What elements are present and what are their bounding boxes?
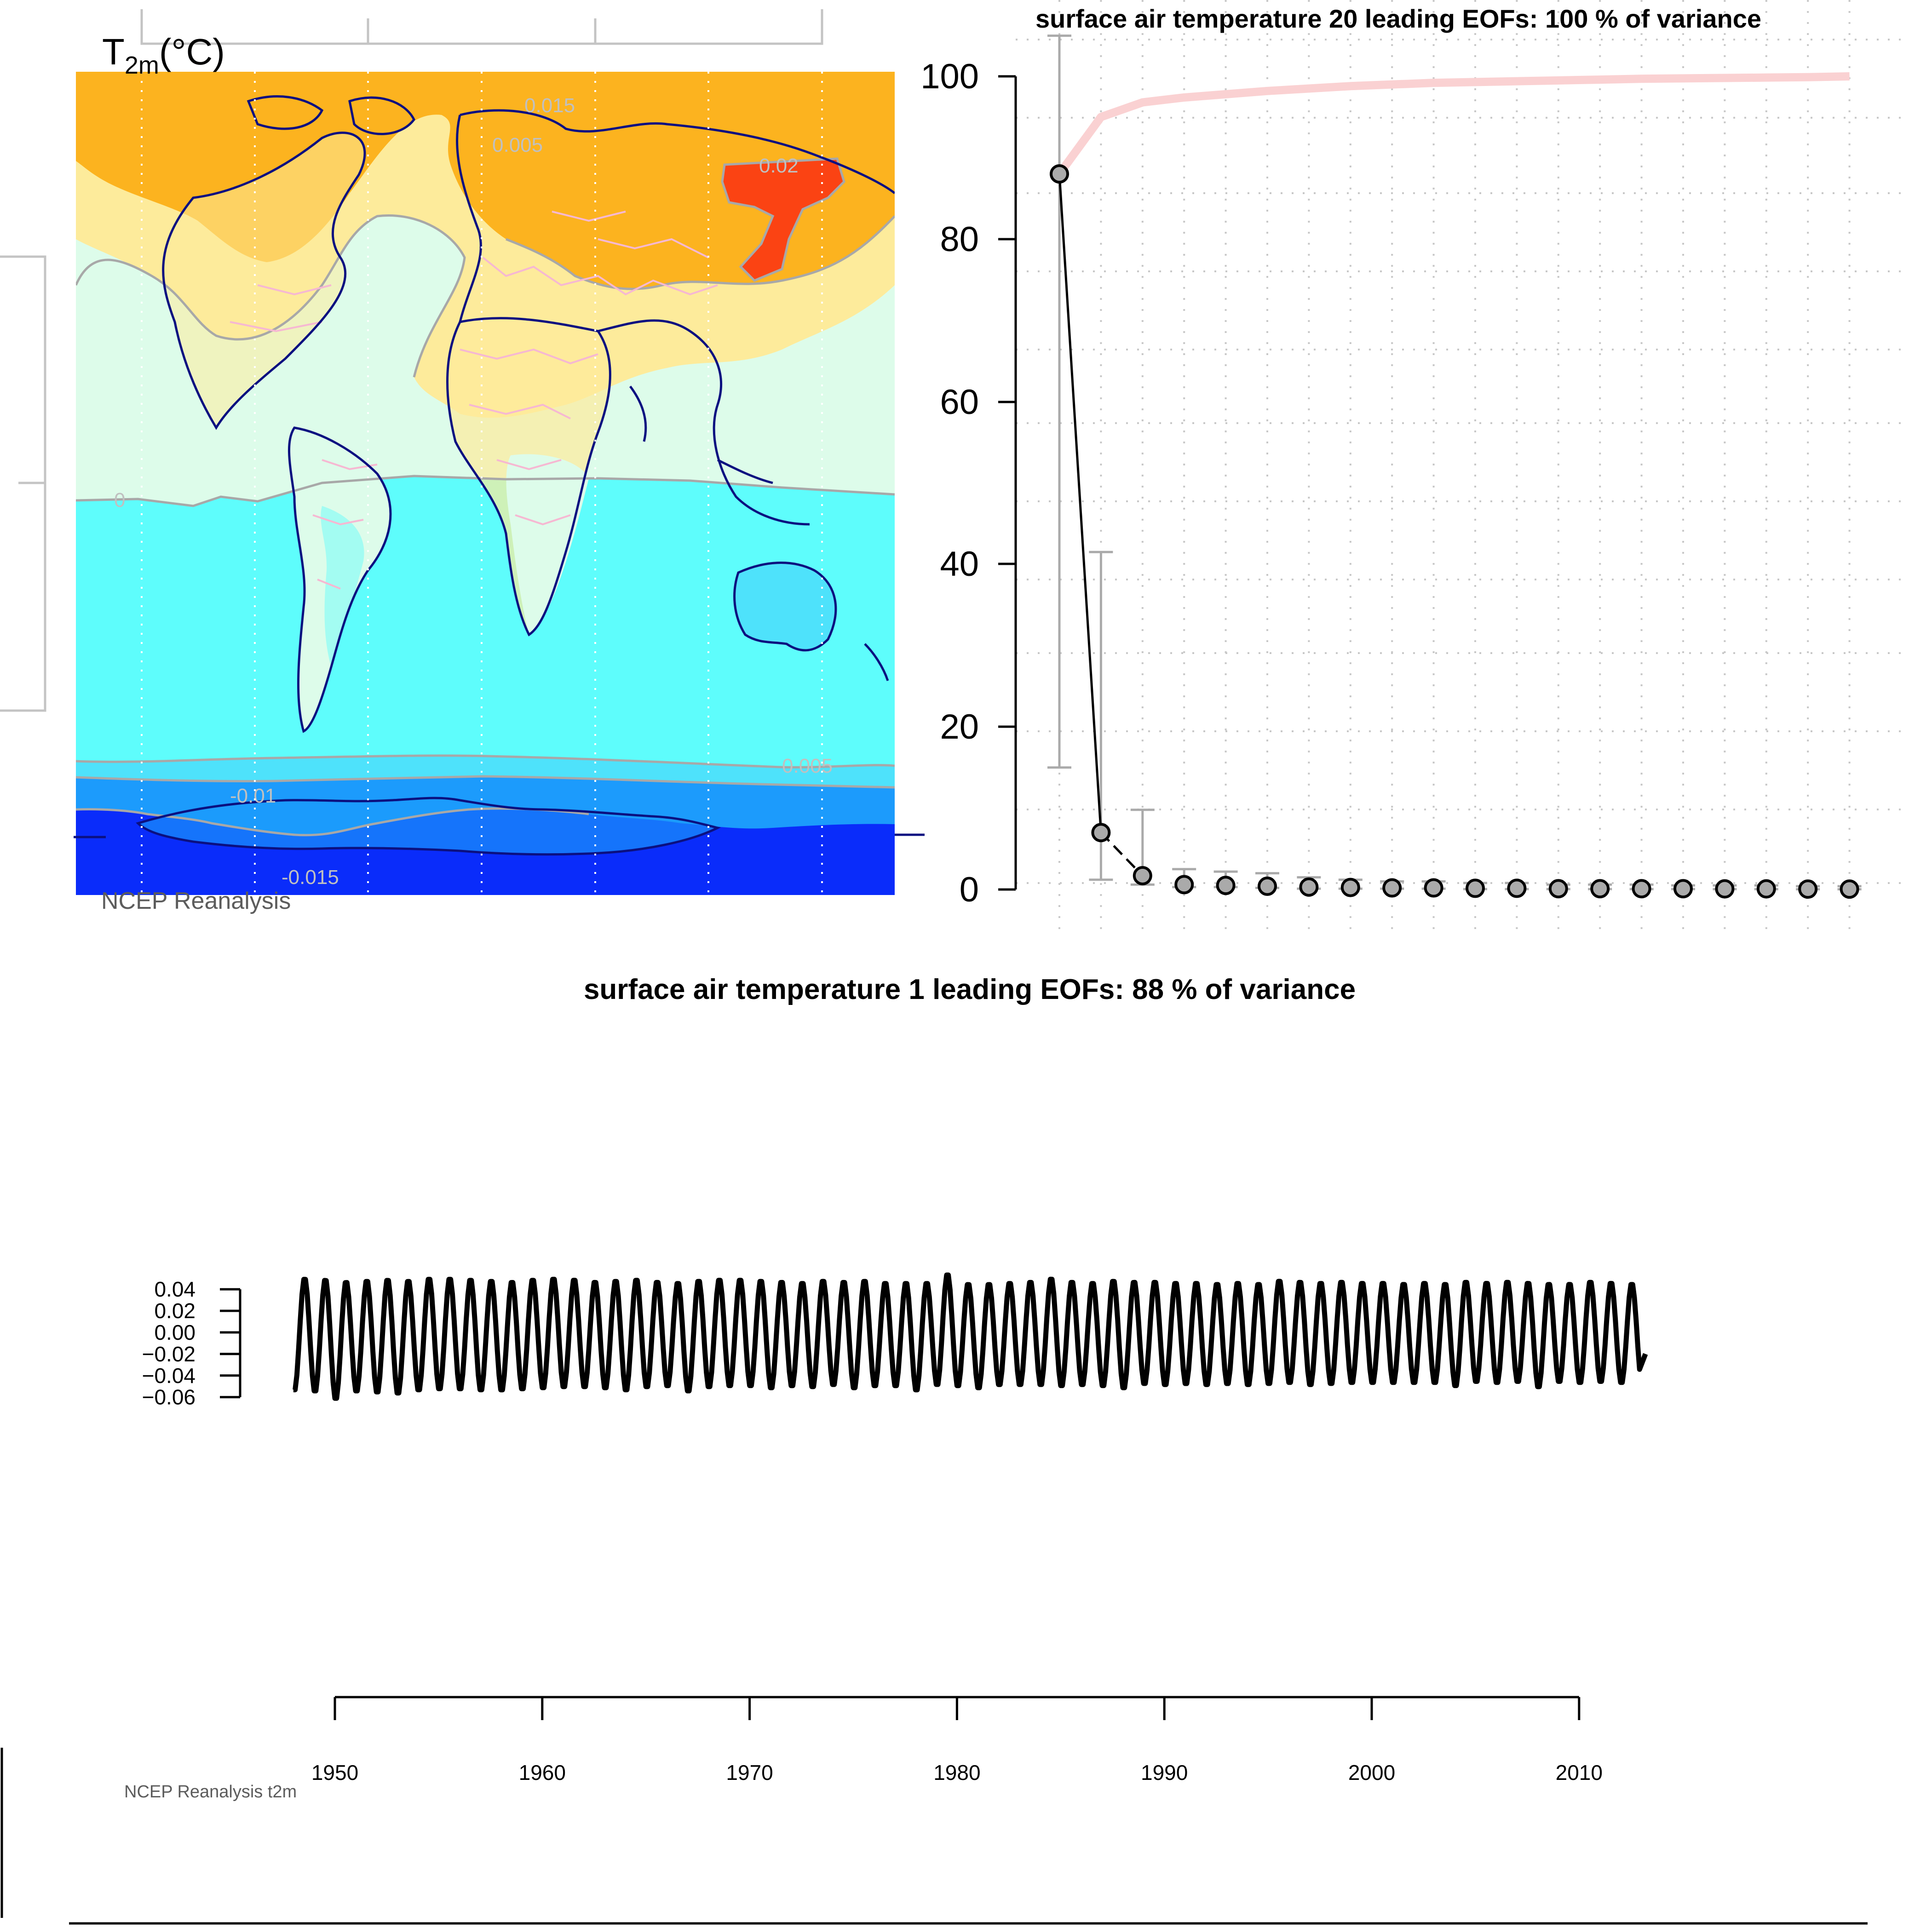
eigen-y-axis (998, 75, 1017, 891)
map-graticule (141, 72, 823, 966)
map-land-australia (734, 562, 836, 650)
eigen-chart-title: surface air temperature 20 leading EOFs:… (1035, 4, 1761, 33)
contour-label: 0.005 (492, 134, 543, 156)
contour-label: 0.015 (524, 94, 575, 117)
eigen-point (1673, 879, 1693, 899)
pc-series-line (293, 1272, 1648, 1401)
contour-label: 0.02 (759, 155, 799, 177)
map-panel: 0.015 0.005 0.02 0 0.005 -0.01 -0.015 T2… (0, 9, 925, 966)
map-field: 0.015 0.005 0.02 0 0.005 -0.01 -0.015 (76, 72, 895, 895)
eigen-point (1174, 875, 1194, 895)
pc-y-tick-label: 0.02 (154, 1299, 196, 1323)
contour-label: -0.01 (230, 785, 276, 807)
pc-x-tick-label: 1960 (519, 1761, 566, 1785)
contour-label: 0.005 (782, 755, 833, 777)
eigen-point (1091, 823, 1111, 843)
eigen-point (1133, 866, 1152, 885)
eigen-point (1424, 878, 1443, 898)
map-title: T2m(°C) (102, 31, 225, 79)
map-axis-remnants (0, 9, 823, 712)
pc-y-tick-label: 0.00 (154, 1320, 196, 1344)
pc-y-tick-label: −0.04 (142, 1364, 196, 1388)
eigen-connector (1100, 832, 1144, 877)
eigen-y-tick: 60 (940, 383, 979, 422)
eigen-grid (1016, 0, 1909, 938)
map-caption: NCEP Reanalysis (101, 888, 291, 914)
eigen-point (1050, 164, 1069, 184)
eigen-cumulative-line (1056, 72, 1850, 177)
pc-y-tick-label: −0.06 (142, 1385, 196, 1409)
pc-x-tick-label: 1980 (933, 1761, 980, 1785)
eigen-point (1548, 879, 1568, 899)
eigen-y-tick: 0 (960, 870, 979, 909)
eigen-point (1340, 878, 1360, 897)
contour-label: -0.015 (282, 866, 339, 889)
eigen-panel: 0 20 40 60 80 100 surface air temperatur… (920, 0, 1909, 938)
eigen-point (1382, 878, 1402, 898)
map-land-south-america-inner (321, 506, 364, 667)
map-coastlines (136, 95, 895, 856)
eigen-point (1756, 879, 1776, 899)
map-title-main: T (102, 31, 125, 72)
map-land-north-america (163, 132, 365, 428)
eigen-y-tick: 40 (940, 545, 979, 584)
map-red-hotspot (722, 159, 844, 281)
map-title-subscript: 2m (125, 52, 159, 79)
eigen-point (1258, 876, 1277, 896)
pc-y-tick-label: −0.02 (142, 1342, 196, 1366)
pc-x-tick-label: 1950 (311, 1761, 358, 1785)
contour-label: 0 (114, 489, 125, 511)
eigen-point (1507, 878, 1527, 898)
map-country-borders (230, 211, 718, 590)
pc-chart-title: surface air temperature 1 leading EOFs: … (584, 974, 1356, 1005)
frame-remnant (0, 1748, 1868, 1925)
eigen-point (1715, 879, 1735, 899)
eigen-y-tick-labels: 0 20 40 60 80 100 (920, 57, 979, 909)
map-land-africa-south (506, 454, 589, 635)
eigen-y-tick: 80 (940, 220, 979, 259)
map-title-unit: (°C) (159, 31, 225, 72)
pc-x-tick-label: 1990 (1141, 1761, 1188, 1785)
eigen-point (1299, 877, 1319, 897)
pc-x-tick-label: 2010 (1556, 1761, 1603, 1785)
eigen-connector (1058, 174, 1102, 833)
eigen-point (1466, 878, 1485, 898)
pc-x-tick-label: 2000 (1348, 1761, 1395, 1785)
map-land-south-america (289, 428, 391, 731)
eigen-marks (1047, 34, 1862, 899)
pc-panel: surface air temperature 1 leading EOFs: … (124, 974, 1648, 1802)
map-contour-labels: 0.015 0.005 0.02 0 0.005 -0.01 -0.015 (114, 94, 833, 889)
pc-y-tick-label: 0.04 (154, 1277, 196, 1301)
eigen-point (1798, 879, 1818, 899)
eigen-point (1632, 879, 1651, 899)
eigen-y-tick: 100 (920, 57, 979, 96)
eigen-point (1840, 879, 1859, 899)
pc-caption: NCEP Reanalysis t2m (124, 1782, 297, 1802)
eigen-point (1590, 879, 1610, 899)
pc-x-tick-label: 1970 (726, 1761, 773, 1785)
pc-axes: −0.06−0.04−0.020.000.020.04 1950 1960 1970 1… (142, 1277, 1603, 1785)
eigen-y-tick: 20 (940, 707, 979, 746)
eigen-point (1216, 876, 1236, 895)
